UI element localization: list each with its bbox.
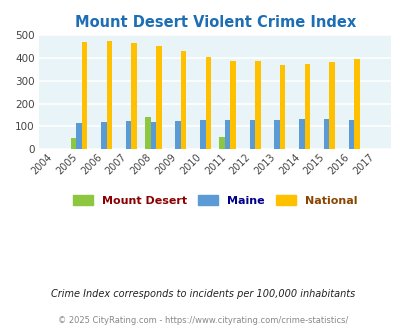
Bar: [254, 61, 260, 149]
Bar: [145, 116, 150, 149]
Bar: [230, 61, 235, 149]
Bar: [200, 120, 205, 149]
Bar: [348, 120, 353, 149]
Text: © 2025 CityRating.com - https://www.cityrating.com/crime-statistics/: © 2025 CityRating.com - https://www.city…: [58, 316, 347, 325]
Bar: [249, 120, 254, 149]
Bar: [131, 43, 136, 149]
Bar: [298, 119, 304, 149]
Bar: [205, 57, 211, 149]
Bar: [180, 51, 186, 149]
Bar: [71, 138, 76, 149]
Legend: Mount Desert, Maine, National: Mount Desert, Maine, National: [68, 191, 361, 211]
Text: Crime Index corresponds to incidents per 100,000 inhabitants: Crime Index corresponds to incidents per…: [51, 289, 354, 299]
Bar: [323, 119, 328, 149]
Bar: [304, 64, 309, 149]
Bar: [219, 137, 224, 149]
Bar: [224, 120, 230, 149]
Bar: [82, 42, 87, 149]
Title: Mount Desert Violent Crime Index: Mount Desert Violent Crime Index: [75, 15, 355, 30]
Bar: [279, 65, 285, 149]
Bar: [101, 122, 106, 149]
Bar: [353, 59, 359, 149]
Bar: [150, 122, 156, 149]
Bar: [156, 46, 161, 149]
Bar: [274, 120, 279, 149]
Bar: [76, 123, 82, 149]
Bar: [126, 121, 131, 149]
Bar: [175, 121, 180, 149]
Bar: [328, 62, 334, 149]
Bar: [106, 42, 112, 149]
